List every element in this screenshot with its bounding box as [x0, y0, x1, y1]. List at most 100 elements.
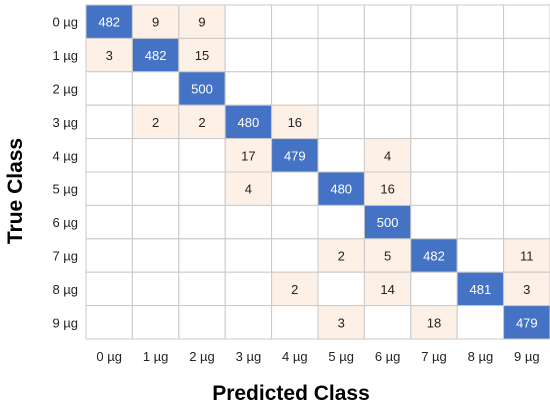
- cell-value-8-4: 2: [291, 282, 298, 297]
- matrix-cell-2-3: [224, 71, 273, 106]
- cell-value-4-3: 17: [241, 148, 255, 163]
- matrix-cell-4-9: [503, 138, 550, 173]
- matrix-cell-2-0: [85, 71, 133, 106]
- cell-value-3-4: 16: [288, 115, 302, 130]
- matrix-cell-2-8: [456, 71, 505, 106]
- y-tick-label-3: 3 µg: [52, 115, 78, 130]
- matrix-cell-4-8: [456, 138, 505, 173]
- matrix-cell-1-7: [410, 37, 458, 73]
- matrix-cell-7-3: [224, 238, 273, 273]
- matrix-cell-3-4: [271, 104, 319, 140]
- matrix-cell-9-9: [503, 305, 550, 340]
- matrix-cell-6-8: [456, 204, 505, 240]
- matrix-cell-5-9: [503, 171, 550, 206]
- matrix-cell-1-3: [224, 37, 273, 73]
- x-tick-label-2: 2 µg: [189, 349, 215, 364]
- matrix-cell-3-0: [85, 104, 133, 140]
- matrix-cell-0-6: [363, 4, 412, 39]
- matrix-cell-5-1: [131, 171, 180, 206]
- matrix-cell-3-8: [456, 104, 505, 140]
- y-tick-label-1: 1 µg: [52, 48, 78, 63]
- matrix-cell-7-9: [503, 238, 550, 273]
- cell-value-5-3: 4: [245, 182, 252, 197]
- matrix-cell-3-7: [410, 104, 458, 140]
- matrix-cell-8-2: [178, 271, 226, 307]
- matrix-cell-2-5: [317, 71, 365, 106]
- cell-value-5-6: 16: [380, 182, 394, 197]
- matrix-cell-6-9: [503, 204, 550, 240]
- y-tick-labels: 0 µg 1 µg 2 µg 3 µg 4 µg 5 µg 6 µg 7 µg 8 µg 9 µg: [52, 15, 78, 331]
- cell-value-5-5: 480: [330, 182, 352, 197]
- x-tick-label-3: 3 µg: [236, 349, 262, 364]
- matrix-cell-0-9: [503, 4, 550, 39]
- cell-value-7-6: 5: [384, 249, 391, 264]
- matrix-cell-4-1: [131, 138, 180, 173]
- matrix-cell-2-1: [131, 71, 180, 106]
- matrix-cell-8-0: [85, 271, 133, 307]
- cell-value-2-2: 500: [191, 82, 213, 97]
- cell-value-8-6: 14: [380, 282, 394, 297]
- matrix-cell-8-5: [317, 271, 365, 307]
- matrix-cell-6-5: [317, 204, 365, 240]
- y-tick-label-8: 8 µg: [52, 282, 78, 297]
- matrix-cell-4-4: [271, 138, 319, 173]
- matrix-cell-8-1: [131, 271, 180, 307]
- x-tick-labels: 0 µg 1 µg 2 µg 3 µg 4 µg 5 µg 6 µg 7 µg 8 µg 9 µg: [96, 349, 539, 364]
- matrix-cell-6-0: [85, 204, 133, 240]
- y-tick-label-5: 5 µg: [52, 182, 78, 197]
- x-tick-label-5: 5 µg: [328, 349, 354, 364]
- matrix-cell-4-5: [317, 138, 365, 173]
- matrix-cell-2-9: [503, 71, 550, 106]
- cell-value-7-7: 482: [423, 249, 445, 264]
- cell-value-0-1: 9: [152, 15, 159, 30]
- matrix-cell-0-0: [85, 4, 133, 39]
- matrix-cell-5-7: [410, 171, 458, 206]
- matrix-cell-7-8: [456, 238, 505, 273]
- x-tick-label-0: 0 µg: [96, 349, 122, 364]
- y-tick-label-4: 4 µg: [52, 148, 78, 163]
- matrix-cell-7-5: [317, 238, 365, 273]
- x-tick-label-1: 1 µg: [143, 349, 169, 364]
- matrix-cell-1-2: [178, 37, 226, 73]
- matrix-cell-1-0: [85, 37, 133, 73]
- cell-value-8-9: 3: [523, 282, 530, 297]
- cell-value-0-0: 482: [98, 15, 120, 30]
- y-tick-label-9: 9 µg: [52, 315, 78, 330]
- matrix-cell-7-0: [85, 238, 133, 273]
- cell-value-0-2: 9: [198, 15, 205, 30]
- matrix-cell-4-0: [85, 138, 133, 173]
- matrix-cell-9-2: [178, 305, 226, 340]
- matrix-cell-4-7: [410, 138, 458, 173]
- y-tick-label-7: 7 µg: [52, 249, 78, 264]
- matrix-cell-5-0: [85, 171, 133, 206]
- cell-value-3-1: 2: [152, 115, 159, 130]
- y-tick-label-2: 2 µg: [52, 82, 78, 97]
- cell-value-3-2: 2: [198, 115, 205, 130]
- matrix-cell-0-8: [456, 4, 505, 39]
- matrix-cell-9-3: [224, 305, 273, 340]
- matrix-cell-0-5: [317, 4, 365, 39]
- matrix-cell-5-8: [456, 171, 505, 206]
- matrix-cell-2-4: [271, 71, 319, 106]
- cell-value-1-1: 482: [145, 48, 167, 63]
- matrix-cell-4-2: [178, 138, 226, 173]
- matrix-cell-5-3: [224, 171, 273, 206]
- matrix-cell-0-3: [224, 4, 273, 39]
- matrix-cell-1-8: [456, 37, 505, 73]
- matrix-cell-8-7: [410, 271, 458, 307]
- cell-value-7-5: 2: [338, 249, 345, 264]
- matrix-cell-5-6: [363, 171, 412, 206]
- matrix-cell-1-6: [363, 37, 412, 73]
- cell-value-3-3: 480: [238, 115, 260, 130]
- cell-value-1-0: 3: [106, 48, 113, 63]
- x-tick-label-6: 6 µg: [375, 349, 401, 364]
- matrix-cell-6-1: [131, 204, 180, 240]
- matrix-cell-6-7: [410, 204, 458, 240]
- matrix-cell-7-1: [131, 238, 180, 273]
- matrix-cell-3-5: [317, 104, 365, 140]
- cell-value-6-6: 500: [377, 215, 399, 230]
- matrix-cell-5-2: [178, 171, 226, 206]
- matrix-cell-1-4: [271, 37, 319, 73]
